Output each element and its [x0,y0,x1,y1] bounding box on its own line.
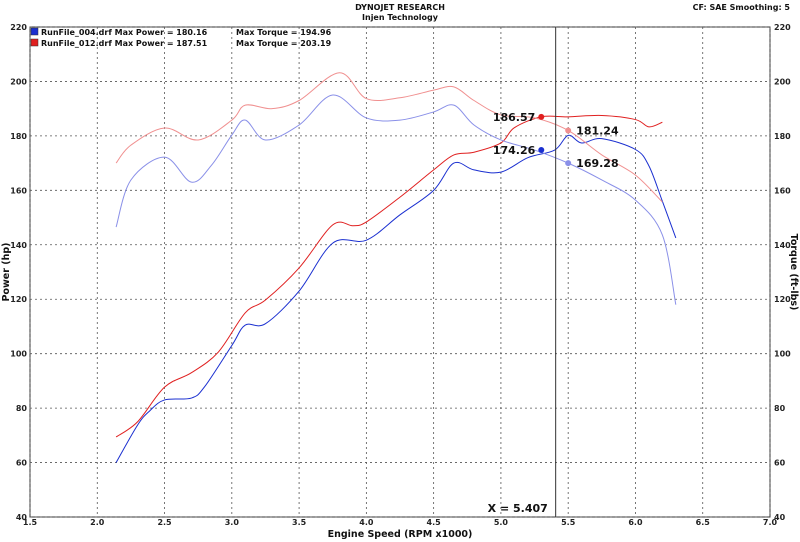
y-tick-label-right: 60 [774,459,786,468]
y-tick-label-right: 100 [774,350,791,359]
series-power-runfile_012 [115,114,663,438]
y-tick-label-right: 140 [774,241,791,250]
ticks: 1.5 2.0 2.5 3.0 3.5 4.0 4.5 5.0 5.5 6.0 6.5 7.040 40… [10,23,791,527]
y-tick-label-right: 160 [774,186,791,195]
x-tick-label: 4.5 [427,518,442,527]
x-tick-label: 2.0 [90,518,105,527]
chart-title: DYNOJET RESEARCH [355,3,445,12]
legend-swatch-004 [30,27,39,36]
y-tick-label-left: 60 [16,459,28,468]
y-tick-label-left: 180 [10,132,27,141]
x-tick-label: 6.5 [696,518,711,527]
y-tick-label-right: 120 [774,295,791,304]
cursor-marker [538,147,545,154]
y-tick-label-left: 80 [16,404,28,413]
x-tick-label: 6.0 [628,518,643,527]
y-tick-label-right: 80 [774,404,786,413]
x-axis-label: Engine Speed (RPM x1000) [328,529,473,540]
series-torque-runfile_012 [115,72,663,203]
x-tick-label: 5.5 [561,518,576,527]
cursor-marker [565,160,572,167]
series-power-runfile_004 [115,134,677,463]
x-tick-label: 2.5 [157,518,172,527]
y-tick-label-left: 140 [10,241,27,250]
y-tick-label-left: 40 [16,513,28,522]
x-tick-label: 3.0 [225,518,240,527]
y-tick-label-left: 200 [10,77,27,86]
y-tick-label-right: 180 [774,132,791,141]
y-axis-label-left: Power (hp) [1,243,12,302]
y-tick-label-left: 120 [10,295,27,304]
cursor-markers: 186.57 174.26 181.24 169.28 [493,111,619,170]
chart-settings: CF: SAE Smoothing: 5 [693,3,791,12]
legend-label-012: RunFile_012.drf Max Power = 187.51 [41,39,208,48]
y-tick-label-right: 40 [774,513,786,522]
x-tick-label: 7.0 [763,518,778,527]
legend-label-004: RunFile_004.drf Max Power = 180.16 [41,28,208,37]
plot-frame [29,26,771,518]
x-tick-label: 1.5 [23,518,38,527]
series-torque-runfile_004 [115,94,677,305]
y-tick-label-right: 200 [774,77,791,86]
cursor-value-label: 174.26 [493,144,536,157]
y-axis-label-right: Torque (ft-lbs) [788,234,799,311]
cursor-marker [565,127,572,134]
legend-torque-012: Max Torque = 203.19 [236,39,332,48]
series-lines [115,72,677,463]
cursor-label: X = 5.407 [488,502,548,515]
legend: RunFile_004.drf Max Power = 180.16 Max T… [30,27,332,48]
cursor-value-label: 186.57 [493,111,535,124]
grid [29,26,771,518]
x-tick-label: 3.5 [292,518,307,527]
x-tick-label: 5.0 [494,518,509,527]
legend-torque-004: Max Torque = 194.96 [236,28,332,37]
chart-subtitle: Injen Technology [362,13,439,22]
y-tick-label-left: 100 [10,350,27,359]
y-tick-label-left: 220 [10,23,27,32]
y-tick-label-left: 160 [10,186,27,195]
cursor-value-label: 169.28 [576,157,618,170]
cursor-value-label: 181.24 [576,124,619,137]
y-tick-label-right: 220 [774,23,791,32]
legend-swatch-012 [30,38,39,47]
cursor-marker [538,113,545,120]
x-tick-label: 4.0 [359,518,374,527]
